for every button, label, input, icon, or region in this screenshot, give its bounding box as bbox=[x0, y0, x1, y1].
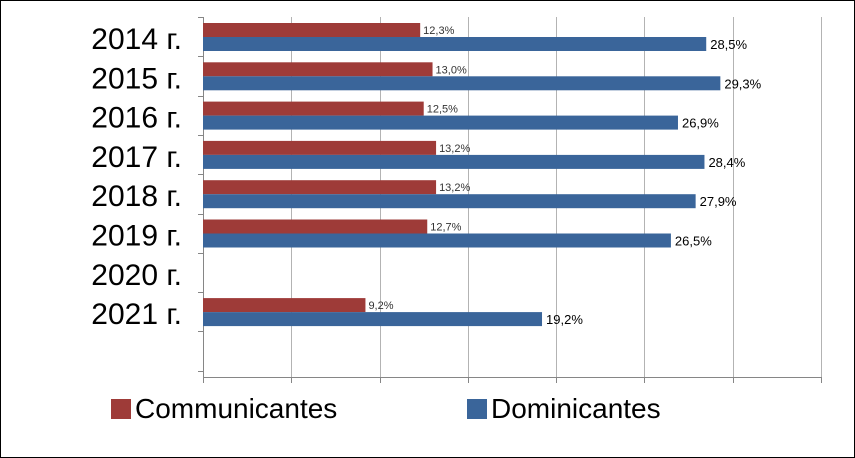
legend-swatch-communicantes bbox=[111, 399, 131, 419]
category-label: 2020 г. bbox=[91, 259, 182, 292]
data-label: 29,3% bbox=[724, 76, 761, 91]
data-label: 12,5% bbox=[427, 104, 458, 116]
data-label: 26,9% bbox=[682, 116, 719, 131]
data-label: 28,5% bbox=[710, 37, 747, 52]
data-label: 12,7% bbox=[430, 222, 461, 234]
bar bbox=[203, 219, 428, 234]
category-label: 2016 г. bbox=[91, 102, 182, 135]
bar bbox=[203, 233, 671, 248]
category-label: 2014 г. bbox=[91, 23, 182, 56]
bar bbox=[203, 154, 705, 169]
category-label: 2015 г. bbox=[91, 62, 182, 95]
category-label: 2017 г. bbox=[91, 141, 182, 174]
bar bbox=[203, 312, 543, 327]
legend-label-communicantes: Communicantes bbox=[135, 393, 338, 424]
category-label: 2018 г. bbox=[91, 180, 182, 213]
bar bbox=[203, 298, 366, 313]
data-label: 28,4% bbox=[708, 155, 745, 170]
bar bbox=[203, 76, 721, 91]
legend-label-dominicantes: Dominicantes bbox=[491, 393, 661, 424]
bar bbox=[203, 115, 678, 130]
data-label: 13,2% bbox=[439, 182, 470, 194]
bar bbox=[203, 37, 707, 51]
data-label: 9,2% bbox=[368, 300, 393, 312]
legend-swatch-dominicantes bbox=[467, 399, 487, 419]
legend-item-communicantes: Communicantes bbox=[111, 393, 337, 425]
bar bbox=[203, 101, 424, 116]
legend-item-dominicantes: Dominicantes bbox=[467, 393, 661, 425]
bar bbox=[203, 23, 421, 37]
data-label: 13,2% bbox=[439, 143, 470, 155]
data-label: 27,9% bbox=[700, 194, 737, 209]
category-label: 2021 г. bbox=[91, 298, 182, 331]
category-label: 2019 г. bbox=[91, 220, 182, 253]
data-label: 12,3% bbox=[423, 25, 454, 37]
data-label: 26,5% bbox=[675, 234, 712, 249]
bar bbox=[203, 180, 437, 195]
legend: Communicantes Dominicantes bbox=[111, 393, 811, 433]
bar bbox=[203, 62, 433, 77]
data-label: 13,0% bbox=[436, 64, 467, 76]
bar bbox=[203, 140, 437, 155]
data-label: 19,2% bbox=[546, 312, 583, 327]
bar bbox=[203, 194, 696, 209]
